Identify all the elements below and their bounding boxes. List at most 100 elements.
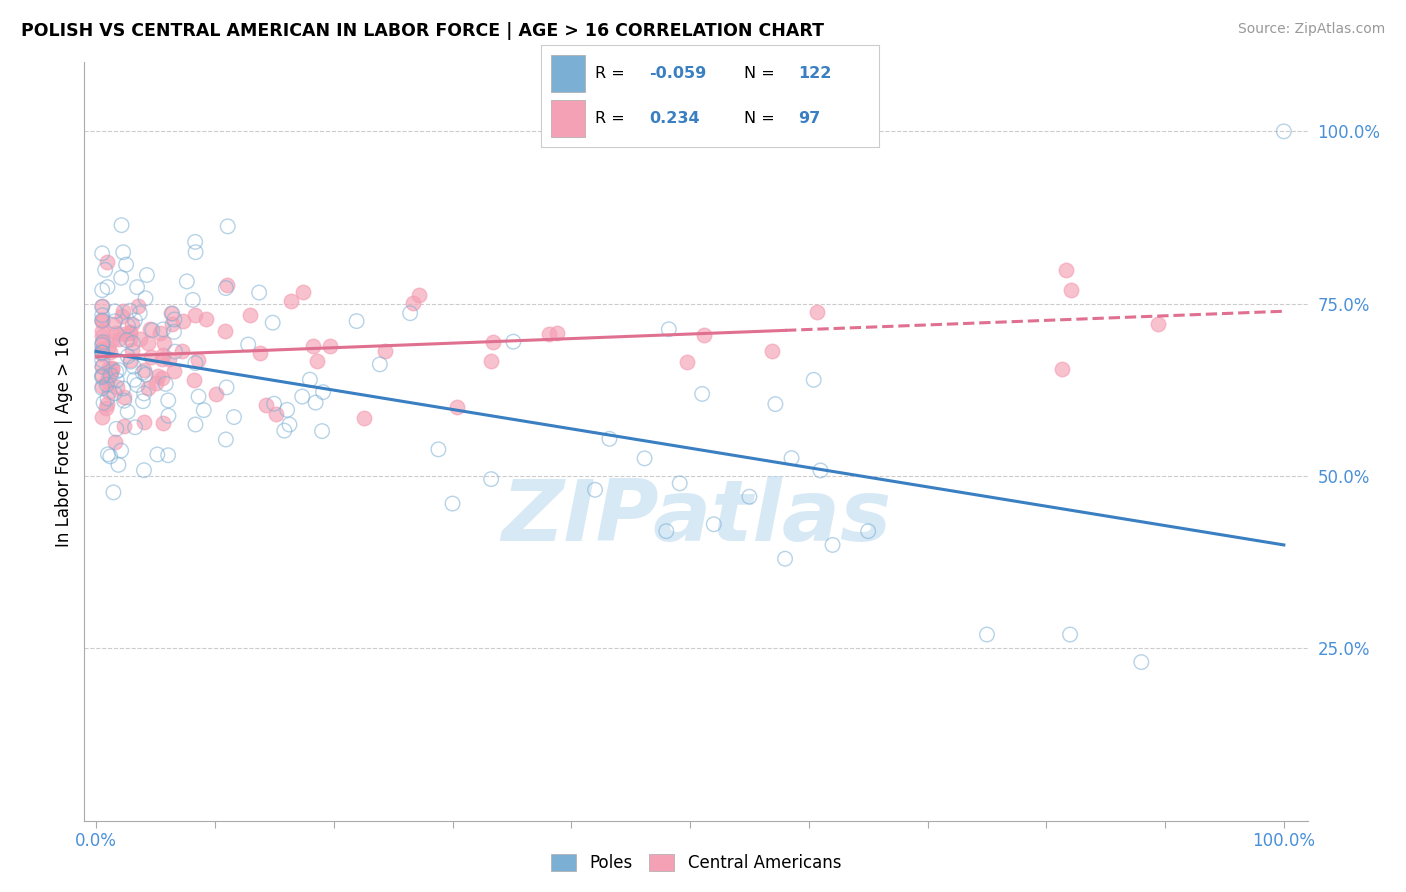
Point (538, 326, 561, 341)
Point (105, 380, 128, 394)
Point (104, 304, 127, 318)
Point (658, 322, 681, 336)
Text: N =: N = (744, 66, 775, 81)
Point (761, 343, 783, 358)
Point (110, 218, 132, 232)
Point (254, 398, 277, 412)
Point (110, 443, 132, 458)
Point (353, 411, 375, 425)
Point (152, 352, 174, 367)
Text: R =: R = (595, 111, 626, 126)
Point (91, 299, 114, 313)
Point (91, 347, 114, 361)
Point (112, 390, 135, 404)
Point (91, 381, 114, 395)
Point (94, 401, 117, 415)
Point (105, 373, 128, 387)
Point (304, 395, 326, 409)
Point (249, 346, 271, 360)
Point (98, 450, 121, 464)
Point (110, 270, 132, 285)
FancyBboxPatch shape (551, 55, 585, 92)
Point (91, 313, 114, 327)
Point (97, 360, 120, 375)
Point (163, 312, 186, 326)
Point (100, 368, 122, 383)
Point (157, 393, 180, 408)
Point (135, 268, 157, 282)
Point (91, 345, 114, 359)
Point (97, 371, 120, 385)
Point (160, 318, 183, 332)
Point (194, 312, 217, 326)
Point (150, 371, 173, 385)
Point (172, 344, 194, 359)
Point (141, 323, 163, 337)
Point (155, 376, 177, 391)
Point (280, 293, 302, 308)
Point (96, 341, 118, 355)
Point (152, 416, 174, 430)
Point (91, 368, 114, 383)
Text: 97: 97 (797, 111, 820, 126)
Point (122, 359, 145, 374)
Point (132, 386, 155, 401)
Point (479, 472, 502, 486)
Point (124, 420, 146, 434)
Point (205, 386, 228, 401)
Point (131, 366, 153, 380)
Point (112, 393, 135, 408)
Point (121, 317, 143, 331)
Point (655, 524, 678, 538)
Point (120, 354, 142, 368)
Point (120, 325, 142, 339)
Point (91, 368, 114, 383)
Point (312, 385, 335, 400)
Point (101, 361, 124, 376)
Point (115, 258, 138, 272)
Point (103, 386, 125, 401)
Point (163, 344, 186, 359)
Point (157, 409, 180, 423)
Point (1147, 317, 1170, 331)
Point (146, 368, 169, 383)
Point (479, 354, 502, 368)
Legend: Poles, Central Americans: Poles, Central Americans (543, 846, 849, 880)
Point (1130, 655, 1153, 669)
Point (136, 335, 159, 350)
Point (160, 306, 183, 320)
Point (91, 370, 114, 384)
Point (104, 434, 127, 449)
Point (215, 380, 238, 394)
Point (262, 316, 284, 330)
Point (91, 409, 114, 424)
Point (763, 397, 786, 411)
Point (408, 288, 430, 302)
Point (91, 324, 114, 338)
Point (91, 308, 114, 322)
Point (96, 376, 118, 390)
Point (546, 326, 568, 341)
Point (117, 318, 139, 333)
Point (117, 405, 139, 419)
Point (247, 285, 270, 300)
Point (773, 551, 796, 566)
Point (93, 395, 115, 409)
Point (118, 303, 141, 318)
Point (157, 352, 180, 367)
Point (136, 381, 159, 395)
Point (502, 334, 524, 349)
Point (91, 335, 114, 350)
Point (583, 483, 606, 497)
Point (145, 376, 167, 391)
Point (94, 263, 117, 277)
Point (298, 373, 321, 387)
FancyBboxPatch shape (551, 100, 585, 137)
Text: ZIPatlas: ZIPatlas (501, 475, 891, 559)
Point (112, 303, 135, 318)
Point (104, 314, 127, 328)
Point (120, 332, 142, 346)
Point (1060, 283, 1083, 297)
Point (806, 304, 828, 318)
Point (105, 326, 128, 340)
